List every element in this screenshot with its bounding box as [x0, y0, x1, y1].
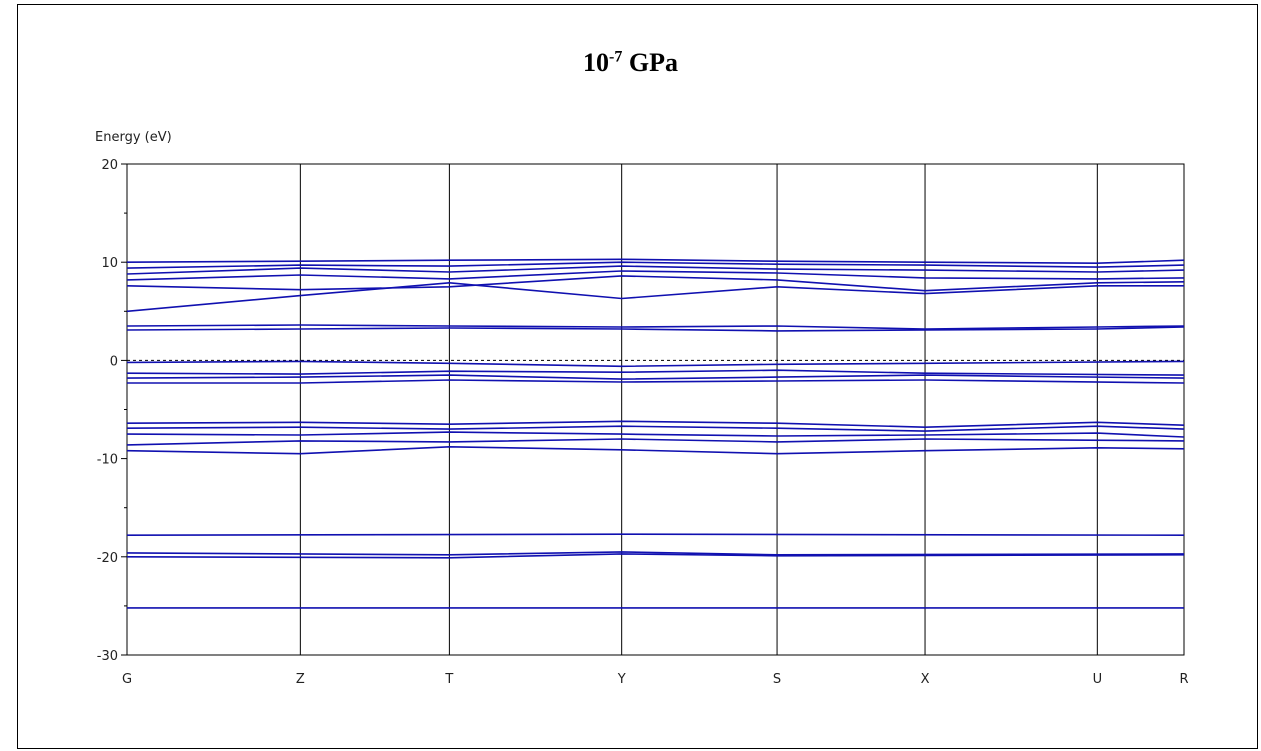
kpoint-label-Y: Y — [617, 672, 626, 687]
band-line — [127, 379, 1185, 384]
title-base: 10 — [583, 48, 610, 77]
band-line — [126, 261, 1185, 269]
y-tick-label: 10 — [101, 256, 118, 271]
band-line — [126, 431, 1185, 438]
band-line — [126, 275, 1185, 292]
y-tick-label: -30 — [97, 649, 118, 664]
band-line — [126, 551, 1185, 556]
band-line — [126, 445, 1185, 455]
band-line — [126, 258, 1185, 265]
kpoint-label-T: T — [444, 672, 453, 687]
kpoint-label-S: S — [773, 672, 781, 687]
band-line — [126, 533, 1185, 537]
band-line — [126, 360, 1185, 368]
band-line — [126, 324, 1185, 330]
band-line — [126, 553, 1185, 559]
kpoint-label-U: U — [1093, 672, 1103, 687]
band-line — [126, 270, 1185, 281]
kpoint-label-R: R — [1179, 672, 1188, 687]
kpoint-label-G: G — [122, 672, 132, 687]
plot-area — [126, 163, 1185, 656]
title-exponent: -7 — [609, 48, 623, 66]
band-line — [126, 438, 1185, 446]
kpoint-label-Z: Z — [296, 672, 305, 687]
band-line — [126, 281, 1184, 313]
y-axis-label: Energy (eV) — [95, 130, 172, 145]
band-line — [126, 374, 1185, 380]
band-line — [126, 265, 1185, 275]
y-tick-label: 20 — [101, 158, 118, 173]
band-line — [126, 420, 1185, 429]
band-line — [126, 326, 1185, 332]
kpoint-label-X: X — [921, 672, 930, 687]
y-tick-label: -20 — [97, 551, 118, 566]
y-tick-label: 0 — [110, 354, 118, 369]
y-tick-label: -10 — [97, 453, 118, 468]
chart-title: 10-7 GPa — [0, 48, 1261, 78]
band-line — [126, 369, 1185, 376]
band-line — [126, 425, 1185, 432]
title-unit: GPa — [628, 48, 678, 77]
